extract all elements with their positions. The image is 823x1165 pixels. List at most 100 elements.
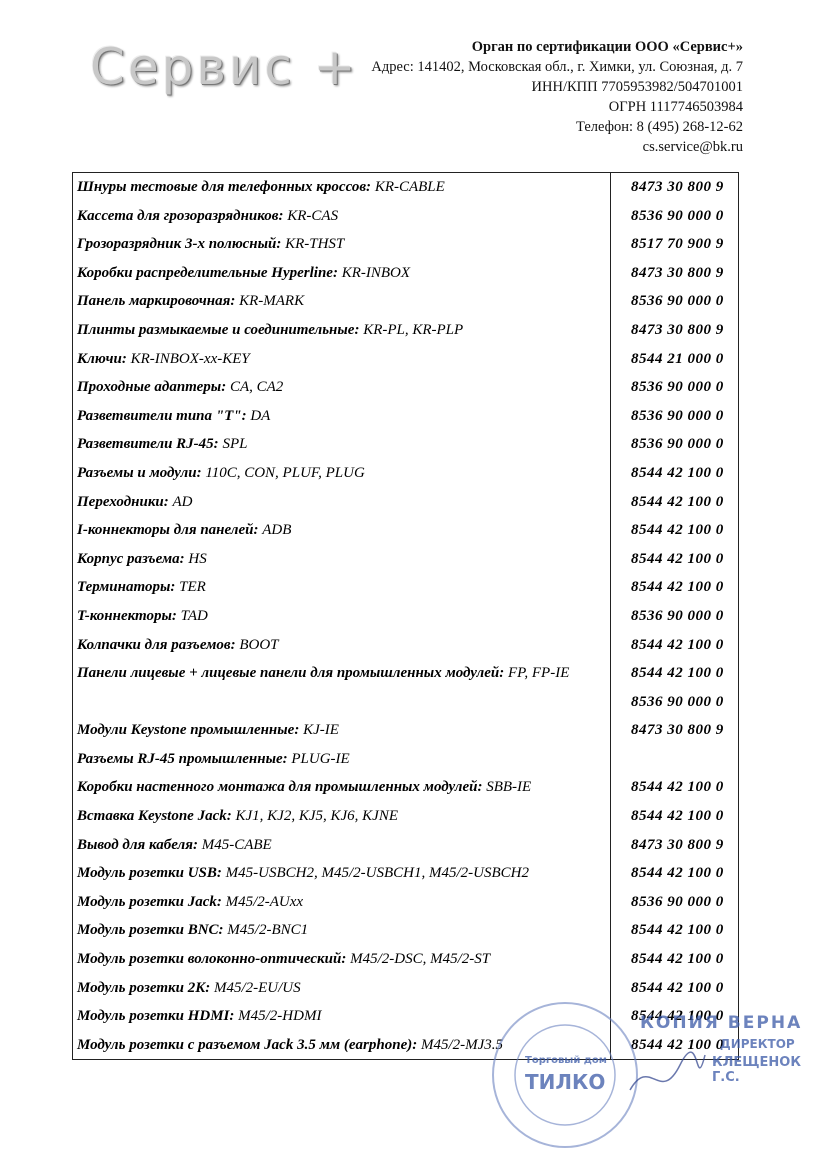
seal-line: Торговый дом: [525, 1055, 607, 1066]
item-value: KR-INBOX-xx-KEY: [130, 350, 250, 367]
tnved-code: 8536 90 000 0: [631, 407, 724, 424]
code-cell: [611, 745, 738, 774]
item-cell: Модуль розетки с разъемом Jack 3.5 мм (e…: [73, 1030, 611, 1060]
item-label: Модуль розетки 2K:: [77, 979, 211, 996]
item-cell: Разъемы RJ-45 промышленные: PLUG-IE: [73, 744, 611, 774]
table-row: Кассета для грозоразрядников: KR-CAS 8536…: [73, 201, 738, 231]
tnved-code: 8544 42 100 0: [631, 1008, 724, 1025]
code-cell: 8544 42 100 0: [611, 1002, 738, 1031]
tnved-code: 8544 42 100 0: [631, 951, 724, 968]
tnved-code: 8544 42 100 0: [631, 979, 724, 996]
item-value: FP, FP-IE: [507, 665, 570, 682]
item-value: KR-MARK: [239, 293, 305, 310]
table-row: Переходники: AD 8544 42 100 0: [73, 487, 738, 517]
table-row: Разъемы RJ-45 промышленные: PLUG-IE: [73, 744, 738, 774]
table-row: Коробки настенного монтажа для промышлен…: [73, 773, 738, 803]
table-row: Модуль розетки USB: M45-USBCH2, M45/2-US…: [73, 859, 738, 888]
item-cell: Кассета для грозоразрядников: KR-CAS: [73, 201, 611, 231]
item-value: AD: [172, 493, 193, 510]
item-label: Шнуры тестовые для телефонных кроссов:: [77, 179, 372, 195]
item-value: M45/2-MJ3.5: [420, 1036, 504, 1053]
code-cell: 8536 90 000 0: [611, 202, 738, 231]
table-row: Разъемы и модули: 110C, CON, PLUF, PLUG 8…: [73, 458, 738, 488]
item-value: M45/2-BNC1: [227, 922, 309, 939]
item-value: DA: [250, 407, 271, 424]
item-cell: Модуль розетки Jack: M45/2-AUxx: [73, 887, 611, 917]
item-label: Кассета для грозоразрядников:: [77, 207, 284, 224]
item-value: 110C, CON, PLUF, PLUG: [205, 464, 365, 481]
item-value: M45-CABE: [201, 836, 272, 853]
item-label: Коробки настенного монтажа для промышлен…: [77, 779, 483, 796]
tnved-code: 8473 30 800 9: [631, 836, 724, 853]
item-label: Разъемы и модули:: [77, 464, 202, 481]
item-cell: Терминаторы: TER: [73, 573, 611, 602]
tnved-code: 8544 42 100 0: [631, 808, 724, 825]
item-cell: Грозоразрядник 3-х полюсный: KR-THST: [73, 230, 611, 259]
tnved-code: 8544 42 100 0: [631, 865, 724, 882]
item-label: Вставка Keystone Jack:: [77, 808, 232, 825]
item-value: M45/2-HDMI: [238, 1008, 322, 1025]
tnved-code: 8544 42 100 0: [631, 665, 724, 682]
seal: [492, 1002, 706, 1148]
item-cell: Модули Keystone промышленные: KJ-IE: [73, 716, 611, 745]
item-value: SBB-IE: [486, 779, 532, 796]
item-cell: I-коннекторы для панелей: ADB: [73, 516, 611, 545]
tnved-code: 8544 42 100 0: [631, 522, 724, 539]
tnved-code: 8473 30 800 9: [631, 264, 724, 281]
table-row: Терминаторы: TER 8544 42 100 0: [73, 573, 738, 602]
inn: ИНН/КПП 7705953982/504701001: [531, 79, 743, 95]
copy-mark: КОПИЯ ВЕРНА: [640, 1013, 803, 1033]
code-cell: 8544 42 100 0: [611, 573, 738, 602]
item-cell: Проходные адаптеры: CA, CA2: [73, 373, 611, 402]
item-cell: T-коннекторы: TAD: [73, 601, 611, 631]
item-value: KR-THST: [285, 236, 345, 253]
item-label: Панели лицевые + лицевые панели для пром…: [77, 665, 505, 682]
table-row: Модуль розетки BNC: M45/2-BNC1 8544 42 10…: [73, 916, 738, 946]
ogrn: ОГРН 1117746503984: [608, 99, 743, 115]
item-label: Терминаторы:: [77, 579, 176, 596]
table-row: Панель маркировочная: KR-MARK 8536 90 000…: [73, 287, 738, 316]
table: Шнуры тестовые для телефонных кроссов: K…: [72, 172, 739, 1061]
item-value: KR-CAS: [287, 207, 339, 224]
tnved-code: 8517 70 900 9: [631, 236, 724, 253]
item-cell: Модуль розетки 2K: M45/2-EU/US: [73, 973, 611, 1003]
code-cell: 8473 30 800 9: [611, 831, 738, 860]
code-cell: 8544 42 100 0: [611, 1031, 738, 1060]
item-cell: Вставка Keystone Jack: KJ1, KJ2, KJ5, KJ…: [73, 802, 611, 831]
item-cell: Модуль розетки волоконно-оптический: M45…: [73, 945, 611, 974]
item-label: Грозоразрядник 3-х полюсный:: [77, 236, 282, 253]
item-cell: Разъемы и модули: 110C, CON, PLUF, PLUG: [73, 458, 611, 488]
item-cell: Корпус разъема: HS: [73, 544, 611, 574]
code-cell: 8544 42 100 0: [611, 773, 738, 802]
tnved-code: 8544 42 100 0: [631, 550, 724, 567]
code-cell: 8473 30 800 9: [611, 716, 738, 745]
item-value: KR-INBOX: [341, 264, 411, 281]
code-cell: 8544 42 100 0: [611, 974, 738, 1003]
item-value: M45/2-EU/US: [213, 979, 301, 996]
tnved-code: 8473 30 800 9: [631, 321, 724, 338]
table-row: Модуль розетки волоконно-оптический: M45…: [73, 945, 738, 974]
tnved-code: 8473 30 800 9: [631, 179, 724, 195]
code-cell: 8473 30 800 9: [611, 316, 738, 345]
item-label: Разъемы RJ-45 промышленные:: [77, 750, 288, 767]
code-cell: 8544 42 100 0: [611, 545, 738, 574]
item-value: M45-USBCH2, M45/2-USBCH1, M45/2-USBCH2: [225, 865, 529, 882]
code-cell: 8544 42 100 0: [611, 631, 738, 660]
table-row: Шнуры тестовые для телефонных кроссов: K…: [73, 173, 738, 202]
table-row: Вставка Keystone Jack: KJ1, KJ2, KJ5, KJ…: [73, 802, 738, 831]
code-cell: 8544 42 100 0: [611, 488, 738, 517]
item-label: I-коннекторы для панелей:: [77, 522, 259, 539]
table-row: Модуль розетки HDMI: M45/2-HDMI 8544 42 1…: [73, 1002, 738, 1031]
item-label: Модуль розетки BNC:: [77, 922, 224, 939]
table-row: Модуль розетки Jack: M45/2-AUxx 8536 90 0…: [73, 887, 738, 917]
phone: Телефон: 8 (495) 268-12-62: [576, 119, 743, 135]
code-cell: 8473 30 800 9: [611, 173, 738, 202]
item-cell: Ключи: KR-INBOX-xx-KEY: [73, 344, 611, 374]
tnved-code: 8544 42 100 0: [631, 1036, 724, 1053]
tnved-code: 8536 90 000 0: [631, 436, 724, 453]
code-cell: 8536 90 000 0: [611, 402, 738, 431]
stamp: Торговый дом ТИЛКО КОПИЯ ВЕРНА ДИРЕКТОР …: [480, 995, 820, 1165]
item-label: Корпус разъема:: [77, 550, 185, 567]
tnved-code: 8536 90 000 0: [631, 293, 724, 310]
